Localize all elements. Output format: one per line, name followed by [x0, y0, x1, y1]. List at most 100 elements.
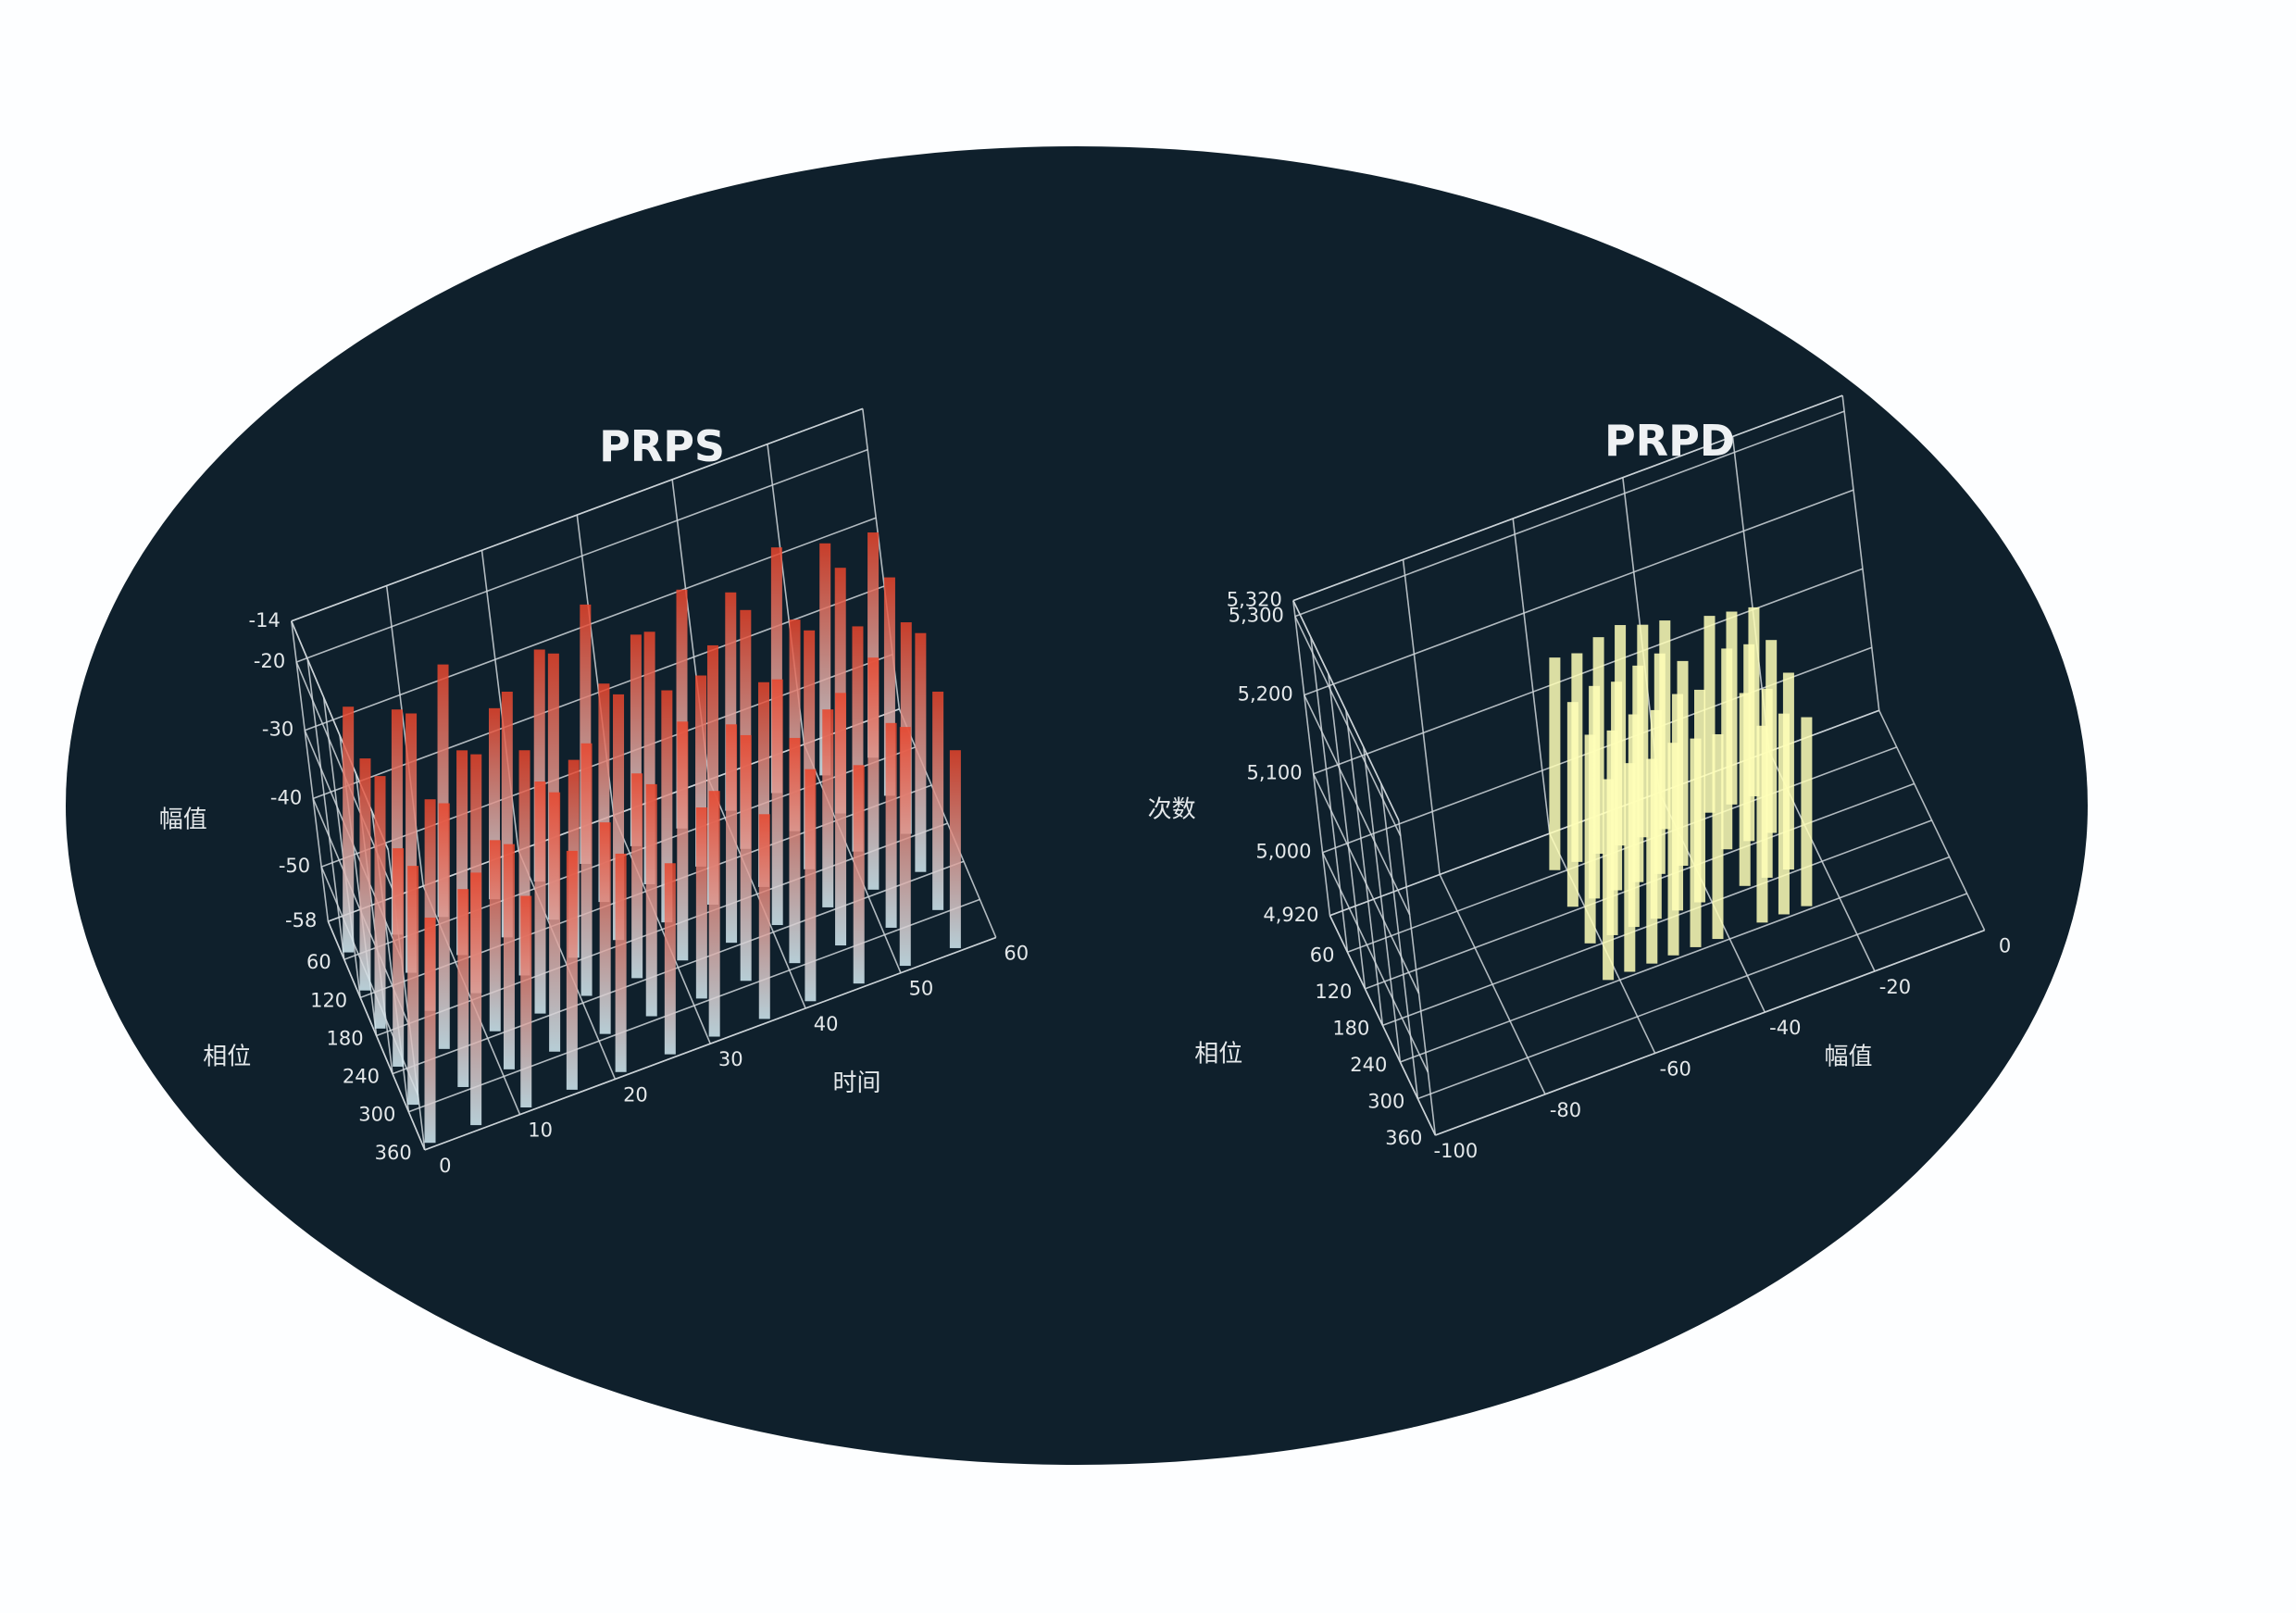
grid-line	[1312, 773, 1420, 994]
chart-title: PRPS	[599, 421, 725, 471]
x-tick-label: 10	[528, 1119, 553, 1142]
x-tick-label: 20	[623, 1083, 648, 1106]
z-tick-label: 5,100	[1247, 762, 1303, 784]
y-axis-title: 相位	[1194, 1041, 1242, 1069]
bar	[822, 709, 834, 907]
bar	[534, 781, 546, 1014]
bar	[1712, 733, 1724, 940]
z-tick-label: 5,320	[1227, 589, 1282, 611]
y-tick-label: 300	[358, 1104, 395, 1126]
grid-line	[1417, 893, 1967, 1100]
bar	[424, 917, 436, 1144]
grid-line	[1304, 489, 1854, 696]
y-tick-label: 180	[326, 1027, 363, 1049]
y-tick-label: 180	[1332, 1017, 1369, 1039]
y-tick-label: 120	[1315, 981, 1352, 1003]
x-tick-label: 40	[814, 1013, 839, 1035]
bar	[789, 737, 801, 964]
bar	[489, 840, 501, 1032]
x-tick-label: -100	[1434, 1140, 1479, 1162]
bar	[470, 872, 482, 1126]
x-tick-label: -20	[1879, 976, 1911, 998]
bar	[915, 632, 927, 872]
bar	[645, 783, 657, 1017]
grid-line	[1365, 782, 1915, 990]
x-tick-label: 0	[1999, 935, 2011, 957]
z-tick-label: -20	[254, 650, 285, 672]
bar	[853, 765, 865, 984]
bar	[580, 743, 593, 996]
grid-line	[1294, 410, 1845, 618]
bar	[1690, 738, 1702, 947]
grid-line	[1321, 852, 1429, 1073]
z-axis-title: 次数	[1148, 795, 1196, 823]
grid-line	[385, 585, 424, 886]
grid-line	[408, 898, 980, 1113]
bar	[1603, 779, 1615, 981]
grid-line	[291, 620, 330, 922]
grid-line	[291, 620, 389, 850]
bar	[758, 814, 770, 1019]
grid-line	[1329, 915, 1437, 1136]
x-tick-label: 0	[439, 1155, 451, 1177]
grid-line	[327, 920, 426, 1151]
bar	[374, 776, 386, 1029]
bar	[899, 727, 911, 967]
bar	[1756, 725, 1768, 923]
x-axis-title: 时间	[832, 1069, 880, 1097]
z-tick-label: 4,920	[1263, 904, 1318, 926]
z-tick-label: 5,300	[1229, 605, 1284, 627]
grid-line	[322, 696, 361, 998]
grid-line	[1313, 568, 1864, 775]
bar	[615, 853, 627, 1072]
bar	[520, 895, 532, 1107]
z-tick-label: -40	[270, 786, 302, 808]
grid-line	[1292, 600, 1400, 821]
x-axis-title: 幅值	[1824, 1044, 1872, 1071]
x-tick-label: 50	[909, 978, 934, 1000]
y-tick-label: 60	[1310, 944, 1335, 966]
bar	[1584, 734, 1596, 944]
grid-line	[1294, 616, 1402, 837]
grid-line	[392, 860, 965, 1075]
x-tick-label: -80	[1550, 1099, 1581, 1121]
bar	[867, 657, 880, 890]
bar	[695, 807, 707, 999]
y-tick-label: 300	[1367, 1091, 1404, 1113]
bar	[343, 706, 355, 953]
y-tick-label: 60	[306, 951, 331, 973]
grid-line	[1380, 783, 1419, 1099]
bar	[885, 722, 897, 928]
grid-line	[295, 448, 868, 663]
bar	[771, 679, 783, 926]
z-axis-title: 幅值	[159, 806, 207, 833]
x-tick-label: -40	[1769, 1017, 1801, 1039]
grid-line	[1435, 929, 1985, 1136]
bar	[438, 803, 450, 1049]
grid-line	[306, 658, 345, 960]
bar	[664, 863, 676, 1055]
chart-title: PRPD	[1604, 416, 1735, 466]
bar	[1566, 702, 1578, 907]
grid-line	[1292, 394, 1843, 602]
bar	[599, 822, 611, 1034]
bar	[566, 850, 578, 1090]
bar	[1739, 693, 1751, 886]
bar	[805, 769, 817, 1002]
bar	[407, 866, 419, 1106]
bar	[503, 844, 515, 1069]
x-tick-label: 30	[718, 1048, 743, 1070]
z-tick-label: -58	[285, 909, 317, 932]
x-tick-label: -60	[1660, 1057, 1691, 1080]
z-tick-label: 5,200	[1238, 683, 1293, 706]
x-tick-label: 60	[1004, 942, 1029, 964]
bar	[631, 773, 643, 979]
z-tick-label: 5,000	[1255, 841, 1311, 863]
bar	[708, 791, 720, 1037]
bar	[1667, 743, 1679, 956]
bar	[1624, 763, 1636, 972]
grid-line	[1363, 746, 1402, 1063]
background-ellipse	[66, 146, 2088, 1465]
bar	[740, 734, 752, 982]
